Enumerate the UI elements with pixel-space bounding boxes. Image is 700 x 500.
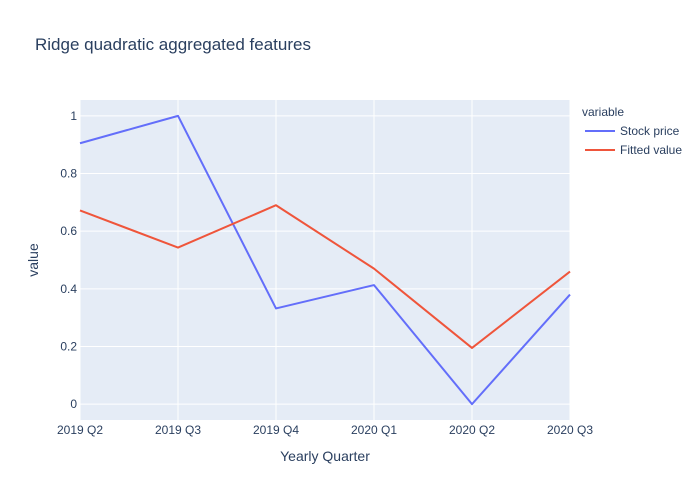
legend-title: variable <box>582 105 624 119</box>
series-line-2 <box>79 204 571 349</box>
x-gridlines <box>79 100 571 420</box>
y-tick-label: 1 <box>70 109 77 123</box>
x-axis-title: Yearly Quarter <box>280 448 370 464</box>
y-tick-label: 0.6 <box>60 224 77 238</box>
x-tick-label: 2020 Q3 <box>547 423 593 437</box>
x-tick-label: 2019 Q2 <box>57 423 103 437</box>
y-tick-labels: 0 0.2 0.4 0.6 0.8 1 <box>60 109 77 411</box>
x-tick-label: 2019 Q4 <box>253 423 299 437</box>
series-line-1 <box>79 114 571 406</box>
legend-label-1: Stock price <box>620 124 680 138</box>
y-tick-label: 0.8 <box>60 167 77 181</box>
y-tick-label: 0 <box>70 397 77 411</box>
x-tick-label: 2020 Q1 <box>351 423 397 437</box>
y-tick-label: 0.2 <box>60 339 77 353</box>
legend-label-2: Fitted value <box>620 143 682 157</box>
series-layer <box>79 114 571 406</box>
x-tick-labels: 2019 Q2 2019 Q3 2019 Q4 2020 Q1 2020 Q2 2020 … <box>57 423 593 437</box>
x-tick-label: 2020 Q2 <box>449 423 495 437</box>
plot-area <box>80 100 570 420</box>
y-tick-label: 0.4 <box>60 282 77 296</box>
y-axis-title: value <box>25 243 41 277</box>
legend: variable Stock price Fitted value <box>582 105 682 157</box>
y-gridlines <box>80 115 570 405</box>
x-tick-label: 2019 Q3 <box>155 423 201 437</box>
chart-title: Ridge quadratic aggregated features <box>35 35 311 54</box>
